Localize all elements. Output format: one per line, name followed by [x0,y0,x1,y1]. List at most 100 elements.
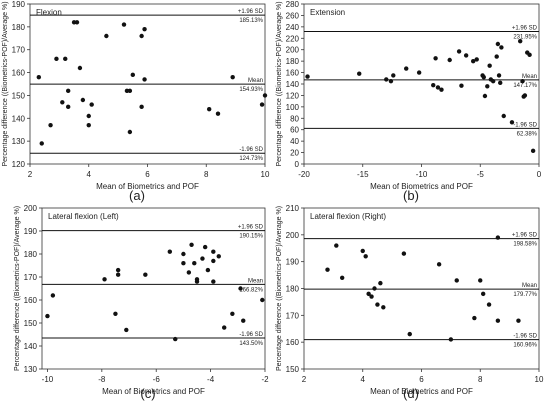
panel-caption: (d) [403,386,419,401]
data-point [363,254,368,259]
y-tick-label: 200 [24,204,38,213]
x-tick-label: -10 [42,375,54,384]
x-tick-label: 4 [361,375,366,384]
y-tick-label: 130 [12,137,26,146]
data-point [104,33,109,39]
data-point [485,84,490,89]
data-point [478,278,483,283]
data-point [456,49,462,54]
data-point [388,78,394,84]
x-tick-label: 10 [261,170,270,179]
data-point [143,272,148,277]
reference-line-name: -1.96 SD [513,122,537,128]
y-tick-label: 220 [286,34,300,43]
y-tick-label: 160 [24,296,38,305]
x-tick-label: -4 [207,375,215,384]
reference-line-name: +1.96 SD [238,225,264,231]
data-point [259,102,265,107]
x-tick-label: 2 [28,170,33,179]
data-point [527,52,532,58]
data-point [192,261,197,266]
data-point [63,56,68,62]
data-point [173,336,178,342]
data-point [39,141,44,146]
data-point [238,286,243,291]
x-tick-label: 0 [537,170,542,179]
x-tick-label: 2 [302,375,307,384]
y-tick-label: 80 [290,114,299,123]
data-point [509,120,515,125]
data-point [205,267,211,273]
data-point [200,256,205,261]
y-tick-label: 180 [24,250,38,259]
data-point [142,77,147,82]
data-point [459,83,464,88]
data-point [494,54,499,59]
x-tick-label: -2 [261,375,269,384]
data-point [522,93,528,98]
reference-line-name: Mean [522,74,537,80]
y-tick-label: 260 [286,11,300,20]
y-axis-label: Percentage difference ((Biometrics-POF)/… [276,206,283,371]
data-point [86,122,91,128]
x-tick-label: -20 [298,170,310,179]
data-point [360,248,365,254]
x-axis-label: Mean of Biometrics and POF [96,182,199,191]
data-point [498,80,503,86]
data-point [262,93,268,98]
data-point [369,294,374,299]
data-point [65,104,71,110]
data-point [482,93,488,99]
y-tick-label: 130 [24,365,38,374]
y-tick-label: 210 [286,204,300,213]
y-axis-label: Percentage difference ((Biometrics-POF)/… [276,1,283,166]
data-point [499,45,504,50]
data-point [431,82,436,88]
data-point [142,26,147,32]
reference-line-name: -1.96 SD [239,332,263,338]
data-point [416,70,422,75]
data-point [486,302,492,307]
data-point [230,74,235,80]
data-point [407,331,412,337]
data-point [167,249,173,254]
data-point [384,77,389,82]
reference-line-name: +1.96 SD [512,25,538,31]
data-point [495,41,501,47]
data-point [54,56,59,62]
data-point [436,262,442,267]
data-point [186,270,192,275]
data-point [481,74,486,80]
reference-line-name: Mean [248,78,263,84]
data-point [490,78,496,84]
data-point [124,327,129,333]
data-point [516,318,521,323]
data-point [325,267,330,272]
data-point [334,243,339,248]
data-point [222,325,227,330]
data-point [102,277,107,282]
data-point [230,311,235,316]
x-axis-label: Mean of Biometrics and POF [370,182,473,191]
y-axis-label: Percentage difference ((Biometrics-POF)/… [14,206,21,371]
reference-line-value: 166.82% [239,287,263,293]
reference-line-value: 231.95% [513,34,537,40]
data-point [202,244,208,250]
data-point [211,279,216,284]
panel-4: 150 160 170 180 190 200 210 2 4 6 8 10 Lateral flexi… [276,204,544,401]
data-point [80,97,86,103]
y-tick-label: 170 [286,311,300,320]
y-tick-label: 150 [286,365,300,374]
reference-line-value: 124.73% [239,156,263,162]
y-axis-label: Percentage difference ((Biometrics-POF)/… [2,1,9,166]
y-tick-label: 180 [12,23,26,32]
data-point [130,72,136,78]
data-point [530,148,536,154]
y-tick-label: 200 [286,46,300,55]
data-point [496,73,502,78]
plot-frame [41,207,266,370]
panel-1: 120 130 140 150 160 170 180 190 2 4 6 8 10 Flexion Mea… [2,0,270,203]
data-point [378,280,383,286]
chart-title: Lateral flexion (Right) [310,212,386,221]
